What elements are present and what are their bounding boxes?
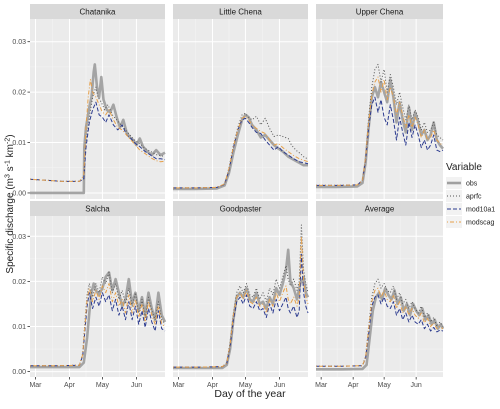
series-line-aprfc bbox=[30, 271, 166, 367]
y-axis-title-part: -2 bbox=[5, 138, 12, 144]
series-line-aprfc bbox=[316, 278, 444, 367]
series-line-mod10a1 bbox=[316, 294, 444, 367]
x-tick-label: May bbox=[378, 382, 392, 389]
facet-strip bbox=[173, 201, 308, 216]
panel-background bbox=[30, 216, 165, 377]
x-tick-label: Apr bbox=[207, 382, 219, 389]
x-tick-label: Mar bbox=[315, 382, 328, 389]
x-axis-title: Day of the year bbox=[214, 388, 286, 400]
facet-panel: Salcha 0.00 0.01 0.02 0.03 Mar Apr May Jun bbox=[12, 201, 167, 389]
y-axis-title-part: -1 bbox=[5, 160, 12, 166]
facet-strip bbox=[316, 4, 443, 19]
legend-label: mod10a1 bbox=[466, 207, 495, 214]
series-line-obs bbox=[173, 248, 310, 370]
x-tick-label: Mar bbox=[172, 382, 185, 389]
legend: Variable obs aprfc mod10a1 modscag bbox=[446, 162, 495, 228]
facet-strip-label: Goodpaster bbox=[220, 205, 262, 214]
series-line-mod10a1 bbox=[173, 253, 309, 368]
series-line-mod10a1 bbox=[29, 101, 166, 182]
series-line-modscag bbox=[29, 79, 166, 182]
x-tick-label: Apr bbox=[348, 382, 360, 389]
panel-background bbox=[173, 19, 308, 199]
facet-strip bbox=[173, 4, 308, 19]
x-tick-label: Apr bbox=[64, 382, 76, 389]
y-tick-label: 0.01 bbox=[12, 140, 26, 147]
facet-strip-label: Chatanika bbox=[79, 8, 116, 17]
series-line-mod10a1 bbox=[30, 292, 166, 367]
facet-panel: Chatanika 0.00 0.01 0.02 0.03 bbox=[12, 4, 166, 199]
series-line-obs bbox=[30, 63, 166, 195]
facet-panel: Upper Chena bbox=[316, 4, 444, 199]
legend-label: obs bbox=[466, 181, 478, 188]
y-axis-title: Specific discharge (m3 s-1 km-2) bbox=[5, 134, 17, 273]
series-line-modscag bbox=[316, 287, 444, 367]
facet-panel: Goodpaster Mar Apr May Jun bbox=[172, 201, 310, 389]
facet-strip-label: Little Chena bbox=[219, 8, 262, 17]
x-tick-label: Jun bbox=[131, 382, 142, 389]
series-line-modscag bbox=[173, 115, 309, 189]
series-line-modscag bbox=[173, 235, 309, 368]
y-tick-label: 0.00 bbox=[12, 190, 26, 197]
panel-background bbox=[316, 19, 443, 199]
x-tick-label: May bbox=[239, 382, 253, 389]
y-tick-label: 0.02 bbox=[12, 90, 26, 97]
facet-strip bbox=[30, 4, 165, 19]
series-line-obs bbox=[30, 271, 167, 369]
y-tick-label: 0.03 bbox=[12, 234, 26, 241]
legend-label: modscag bbox=[466, 220, 495, 227]
panel-background bbox=[173, 216, 308, 377]
y-axis-title-part: ) bbox=[5, 134, 16, 137]
x-tick-label: Jun bbox=[411, 382, 422, 389]
facet-panel: Little Chena bbox=[173, 4, 309, 199]
y-axis-title-part: 3 bbox=[5, 174, 12, 178]
facet-strip-label: Salcha bbox=[85, 205, 110, 214]
y-axis-title-part: km bbox=[5, 144, 16, 160]
y-tick-label: 0.03 bbox=[12, 39, 26, 46]
y-axis-title-part: s bbox=[5, 166, 16, 174]
y-axis-title-part: Specific discharge (m bbox=[5, 178, 16, 274]
y-tick-label: 0.02 bbox=[12, 279, 26, 286]
panels: Chatanika 0.00 0.01 0.02 0.03 Little Chena Upp… bbox=[12, 4, 445, 389]
series-line-mod10a1 bbox=[173, 117, 309, 189]
x-tick-label: Mar bbox=[29, 382, 42, 389]
legend-title: Variable bbox=[446, 162, 482, 173]
facet-panel: Average Mar Apr May Jun bbox=[315, 201, 445, 389]
facet-strip-label: Upper Chena bbox=[356, 8, 404, 17]
facet-strip bbox=[30, 201, 165, 216]
series-line-modscag bbox=[30, 283, 166, 367]
y-tick-label: 0.00 bbox=[12, 369, 26, 376]
y-tick-label: 0.01 bbox=[12, 324, 26, 331]
legend-label: aprfc bbox=[466, 194, 482, 201]
facet-strip bbox=[316, 201, 443, 216]
x-tick-label: May bbox=[96, 382, 110, 389]
series-line-obs bbox=[173, 113, 308, 191]
x-tick-label: Jun bbox=[274, 382, 285, 389]
facet-strip-label: Average bbox=[365, 205, 395, 214]
